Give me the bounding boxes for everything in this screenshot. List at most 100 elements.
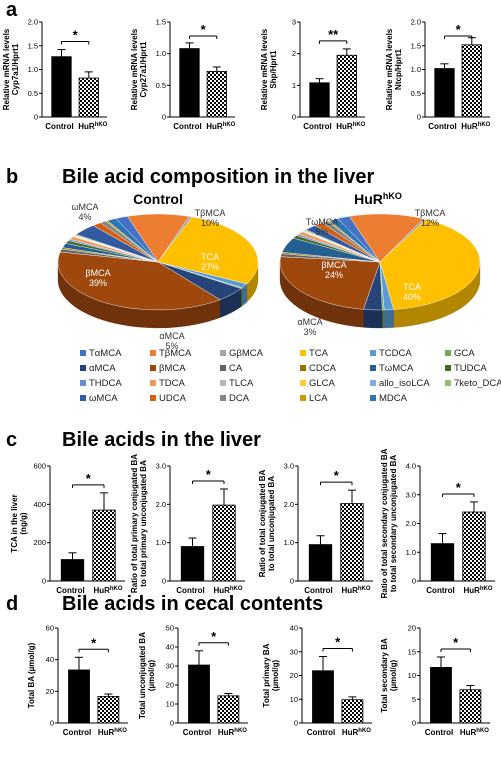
y-axis-label: Total secondary BA(µmol/g): [380, 638, 398, 713]
y-tick-label: 0: [50, 719, 54, 728]
bar-control: [179, 48, 200, 118]
category-label-hko-sup: hKO: [110, 586, 123, 592]
legend-label: allo_isoLCA: [379, 378, 430, 389]
y-axis-label-line: Ratio of total conjugated BA: [258, 470, 267, 578]
y-axis-label: Total unconjugated BA(µmol/g): [138, 632, 156, 719]
legend-item: 7keto_DCA: [445, 378, 501, 389]
legend-swatch: [370, 380, 376, 386]
legend-item: αMCA: [80, 363, 116, 374]
legend-label: TCDCA: [379, 348, 412, 359]
legend-swatch: [445, 350, 451, 356]
legend-label: CDCA: [309, 363, 337, 374]
pie-label-pct: 5%: [315, 227, 328, 237]
legend-swatch: [150, 365, 156, 371]
pie-title-hko-base: HuR: [354, 191, 383, 207]
y-tick-label: 1.0: [284, 538, 294, 547]
y-tick-label: 60: [46, 624, 54, 633]
bar-hko: [78, 77, 99, 118]
category-label-hko-sup: hKO: [230, 586, 243, 592]
category-label-control: Control: [307, 728, 335, 737]
section-title-b: Bile acid composition in the liver: [62, 166, 375, 188]
category-label-hko-base: HuR: [78, 122, 95, 131]
significance-marker: **: [328, 27, 339, 42]
legend-swatch: [300, 350, 306, 356]
y-axis-label-line: to total primary unconjugated BA: [139, 460, 148, 587]
significance-marker: *: [73, 28, 79, 43]
bar-hko: [461, 44, 482, 118]
bar-chart-a4: 0 0.5 1.0 1.5 2.0 Relative mRNA levelsNtcp/Hp…: [385, 18, 491, 132]
legend-item: TDCA: [150, 378, 186, 389]
legend-item: ωMCA: [80, 393, 118, 404]
pie-title-hko: HuRhKO: [354, 191, 402, 207]
y-axis-label-line: Total primary BA: [262, 643, 271, 707]
y-axis-label-line: to total secondary unconjugated BA: [389, 455, 398, 593]
legend-label: GCA: [454, 348, 475, 359]
pie-label-name: TCA: [201, 252, 219, 262]
legend-swatch: [150, 395, 156, 401]
significance-marker: *: [456, 480, 462, 495]
legend-item: βMCA: [150, 363, 186, 374]
category-label-hko-sup: hKO: [358, 728, 371, 734]
legend-item: CA: [220, 363, 243, 374]
legend-swatch: [445, 380, 451, 386]
y-tick-label: 3.0: [284, 462, 294, 471]
y-tick-label: 40: [46, 655, 54, 664]
bar-control: [312, 670, 334, 724]
legend-swatch: [80, 350, 86, 356]
panel-letter-b: b: [6, 166, 18, 188]
legend-label: TωMCA: [379, 363, 414, 374]
category-label-hko-sup: hKO: [234, 728, 247, 734]
category-label-hko-base: HuR: [342, 728, 359, 737]
y-tick-label: 2.0: [411, 18, 421, 27]
y-tick-label: 20: [46, 687, 54, 696]
y-tick-label: 20: [290, 671, 298, 680]
y-tick-label: 0.5: [156, 81, 166, 90]
y-axis-label: Ratio of total secondary conjugated BAto…: [380, 448, 398, 598]
category-label-hko: HuRhKO: [78, 122, 107, 131]
bar-chart-c1: 0 200 400 600 TCA in the liver(ng/g) * Control…: [10, 462, 125, 595]
category-label-hko-sup: hKO: [114, 728, 127, 734]
y-tick-label: 5: [412, 695, 416, 704]
y-axis-label: TCA in the liver(ng/g): [10, 494, 28, 552]
category-label-hko-sup: hKO: [478, 122, 491, 128]
legend-item: GβMCA: [220, 348, 264, 359]
legend-swatch: [370, 350, 376, 356]
legend-item: GCA: [445, 348, 475, 359]
y-tick-label: 30: [166, 662, 174, 671]
bar-chart-a1: 0 0.5 1.0 1.5 2.0 Relative mRNA levelsCyp7a1/…: [2, 18, 108, 132]
bar-control: [68, 669, 90, 724]
legend-label: ωMCA: [89, 393, 118, 404]
pie-label-name: ωMCA: [71, 202, 98, 212]
bar-control: [309, 82, 330, 118]
legend-label: LCA: [309, 393, 328, 404]
pie-slice-βMCA: [57, 251, 221, 311]
y-axis-label-line: (ng/g): [19, 512, 28, 535]
pie-label-name: βMCA: [85, 268, 110, 278]
pie-label-name: TωMCA: [306, 217, 339, 227]
bar-chart-c2: 0 1.0 2.0 3.0 Ratio of total primary conjuga…: [130, 454, 245, 595]
legend-label: GLCA: [309, 378, 336, 389]
category-label-hko: HuRhKO: [460, 728, 489, 737]
y-tick-label: 40: [290, 624, 298, 633]
pie-slice-MDCA: [328, 218, 381, 263]
legend-label: MDCA: [379, 393, 408, 404]
pie-slice-MDCA: [106, 218, 159, 263]
bar-chart-c4: 0 1.0 2.0 3.0 4.0 Ratio of total secondary co…: [380, 448, 495, 598]
y-tick-label: 40: [166, 643, 174, 652]
category-label-control: Control: [45, 122, 73, 131]
significance-marker: *: [456, 22, 462, 37]
pie-label-pct: 12%: [421, 218, 439, 228]
y-tick-label: 10: [408, 671, 416, 680]
bar-control: [430, 543, 455, 582]
y-tick-label: 1.0: [156, 49, 166, 58]
bar-control: [51, 56, 72, 118]
legend-item: TωMCA: [370, 363, 414, 374]
y-tick-label: 0: [170, 719, 174, 728]
bar-hko: [212, 504, 236, 582]
bar-hko: [462, 511, 486, 582]
y-axis-label: Relative mRNA levelsNtcp/Hprt1: [385, 28, 403, 110]
pie-wall-GCA: [382, 309, 385, 329]
category-label-control: Control: [183, 728, 211, 737]
y-axis-label-line: Relative mRNA levels: [260, 28, 269, 110]
